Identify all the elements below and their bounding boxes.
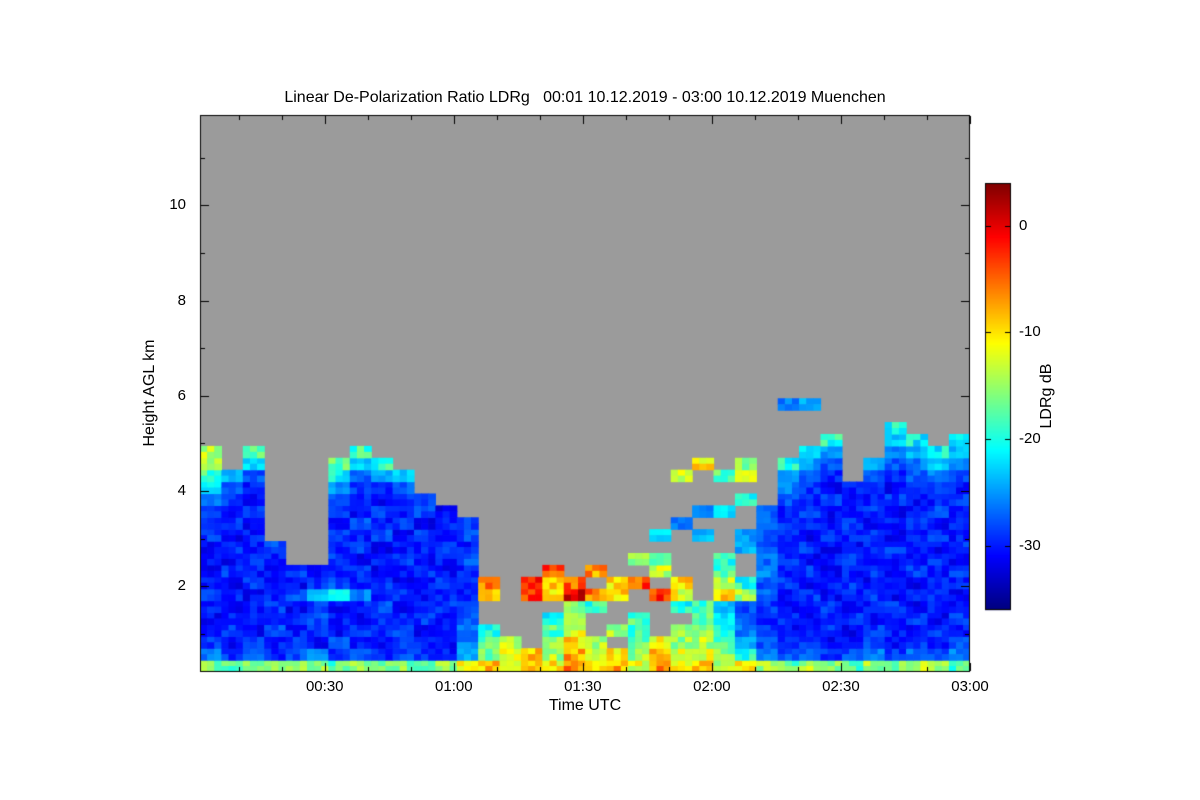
colorbar-tick-label: -10 [1019, 323, 1041, 341]
x-tick-label: 00:30 [305, 678, 344, 695]
x-tick-label: 03:00 [951, 678, 989, 695]
chart-title: Linear De-Polarization Ratio LDRg 00:01 … [284, 89, 886, 106]
colorbar-tick-label: -20 [1019, 430, 1041, 448]
y-tick-label: 8 [177, 291, 186, 309]
x-tick-label: 01:00 [435, 678, 473, 695]
y-tick-label: 10 [169, 196, 186, 214]
x-axis-label: Time UTC [548, 697, 622, 714]
y-tick-label: 2 [177, 577, 186, 595]
x-tick-label: 02:00 [693, 678, 731, 695]
y-tick-label: 6 [177, 386, 186, 404]
x-tick-label: 01:30 [564, 678, 602, 695]
colorbar-label: LDRg dB [1038, 363, 1055, 429]
y-tick-label: 4 [177, 482, 186, 500]
x-tick-label: 02:30 [822, 678, 860, 695]
colorbar-tick-label: 0 [1019, 216, 1028, 234]
colorbar-tick-label: -30 [1019, 536, 1041, 554]
